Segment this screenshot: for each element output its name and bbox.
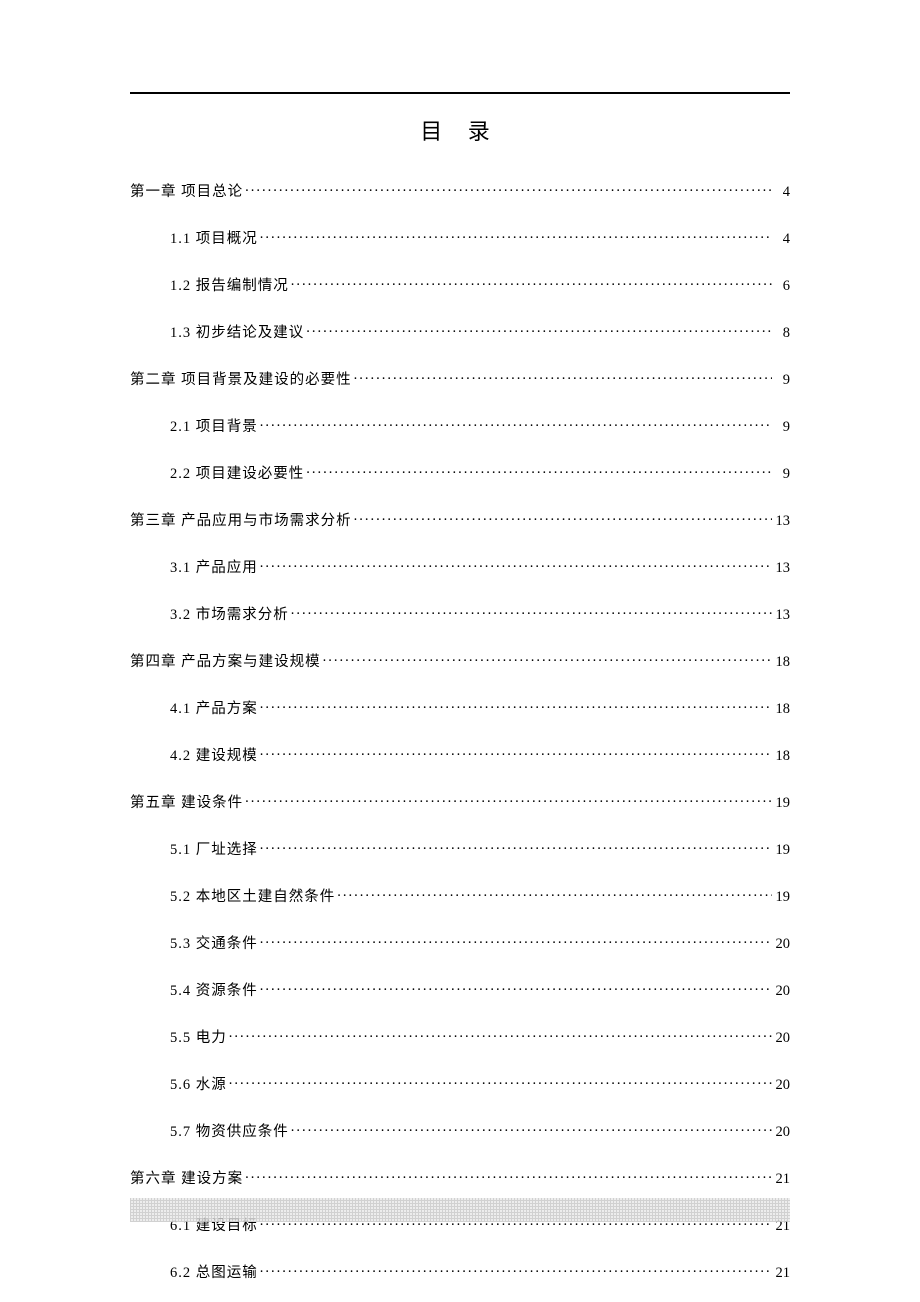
toc-leader-dots — [260, 229, 772, 244]
toc-entry-label: 5.7 物资供应条件 — [170, 1120, 289, 1141]
toc-entry-page: 19 — [774, 889, 790, 906]
toc-entry-page: 13 — [774, 607, 790, 624]
toc-row: 第二章 项目背景及建设的必要性 9 — [130, 368, 790, 389]
header-rule — [130, 92, 790, 94]
toc-entry-label: 5.3 交通条件 — [170, 932, 258, 953]
toc-row: 5.5 电力 20 — [130, 1026, 790, 1047]
toc-row: 5.7 物资供应条件 20 — [130, 1120, 790, 1141]
toc-row: 4.1 产品方案 18 — [130, 697, 790, 718]
toc-leader-dots — [229, 1028, 772, 1043]
toc-entry-page: 13 — [774, 513, 790, 530]
toc-leader-dots — [260, 417, 772, 432]
toc-entry-page: 20 — [774, 1124, 790, 1141]
toc-entry-label: 3.2 市场需求分析 — [170, 603, 289, 624]
toc-entry-label: 第二章 项目背景及建设的必要性 — [130, 368, 352, 389]
toc-row: 第一章 项目总论 4 — [130, 180, 790, 201]
toc-row: 5.3 交通条件 20 — [130, 932, 790, 953]
toc-entry-page: 18 — [774, 748, 790, 765]
toc-entry-label: 3.1 产品应用 — [170, 556, 258, 577]
toc-leader-dots — [291, 1122, 772, 1137]
toc-row: 1.1 项目概况 4 — [130, 227, 790, 248]
toc-entry-page: 19 — [774, 795, 790, 812]
toc-leader-dots — [354, 370, 772, 385]
toc-entry-label: 5.6 水源 — [170, 1073, 227, 1094]
toc-entry-label: 5.4 资源条件 — [170, 979, 258, 1000]
toc-entry-page: 20 — [774, 983, 790, 1000]
toc-row: 3.2 市场需求分析 13 — [130, 603, 790, 624]
toc-list: 第一章 项目总论 4 1.1 项目概况 4 1.2 报告编制情况 6 1.3 初步结论及建议… — [130, 180, 790, 1282]
toc-leader-dots — [291, 605, 772, 620]
toc-entry-label: 第五章 建设条件 — [130, 791, 243, 812]
toc-entry-label: 第四章 产品方案与建设规模 — [130, 650, 321, 671]
toc-leader-dots — [229, 1075, 772, 1090]
toc-entry-label: 第一章 项目总论 — [130, 180, 243, 201]
toc-leader-dots — [260, 840, 772, 855]
toc-entry-page: 21 — [774, 1171, 790, 1188]
toc-leader-dots — [245, 1169, 772, 1184]
toc-leader-dots — [291, 276, 772, 291]
toc-entry-page: 9 — [774, 466, 790, 483]
toc-entry-label: 第六章 建设方案 — [130, 1167, 243, 1188]
toc-entry-page: 20 — [774, 1030, 790, 1047]
toc-row: 1.3 初步结论及建议 8 — [130, 321, 790, 342]
toc-leader-dots — [337, 887, 772, 902]
toc-title: 目 录 — [130, 114, 790, 146]
toc-leader-dots — [260, 981, 772, 996]
toc-leader-dots — [306, 323, 772, 338]
toc-row: 6.2 总图运输 21 — [130, 1261, 790, 1282]
toc-entry-label: 5.1 厂址选择 — [170, 838, 258, 859]
toc-entry-label: 5.2 本地区土建自然条件 — [170, 885, 335, 906]
toc-row: 第三章 产品应用与市场需求分析 13 — [130, 509, 790, 530]
toc-entry-page: 6 — [774, 278, 790, 295]
toc-row: 5.4 资源条件 20 — [130, 979, 790, 1000]
toc-entry-page: 20 — [774, 1077, 790, 1094]
toc-leader-dots — [245, 182, 772, 197]
toc-row: 2.1 项目背景 9 — [130, 415, 790, 436]
toc-entry-page: 13 — [774, 560, 790, 577]
toc-entry-page: 18 — [774, 654, 790, 671]
toc-entry-page: 18 — [774, 701, 790, 718]
toc-entry-page: 20 — [774, 936, 790, 953]
toc-entry-label: 1.1 项目概况 — [170, 227, 258, 248]
toc-row: 4.2 建设规模 18 — [130, 744, 790, 765]
toc-leader-dots — [260, 746, 772, 761]
toc-leader-dots — [260, 558, 772, 573]
toc-leader-dots — [260, 934, 772, 949]
toc-entry-label: 1.2 报告编制情况 — [170, 274, 289, 295]
toc-entry-label: 4.2 建设规模 — [170, 744, 258, 765]
toc-entry-label: 5.5 电力 — [170, 1026, 227, 1047]
document-page: 目 录 第一章 项目总论 4 1.1 项目概况 4 1.2 报告编制情况 6 1.3 初步结… — [0, 0, 920, 1302]
toc-leader-dots — [306, 464, 772, 479]
toc-row: 1.2 报告编制情况 6 — [130, 274, 790, 295]
toc-entry-page: 4 — [774, 184, 790, 201]
toc-row: 5.1 厂址选择 19 — [130, 838, 790, 859]
toc-leader-dots — [260, 699, 772, 714]
toc-entry-label: 6.2 总图运输 — [170, 1261, 258, 1282]
toc-row: 第六章 建设方案 21 — [130, 1167, 790, 1188]
toc-row: 5.2 本地区土建自然条件 19 — [130, 885, 790, 906]
toc-row: 第四章 产品方案与建设规模 18 — [130, 650, 790, 671]
toc-row: 第五章 建设条件 19 — [130, 791, 790, 812]
toc-entry-label: 2.1 项目背景 — [170, 415, 258, 436]
footer-decorative-band — [130, 1198, 790, 1222]
toc-row: 2.2 项目建设必要性 9 — [130, 462, 790, 483]
toc-entry-page: 19 — [774, 842, 790, 859]
toc-leader-dots — [260, 1263, 772, 1278]
toc-entry-page: 9 — [774, 419, 790, 436]
toc-entry-page: 9 — [774, 372, 790, 389]
toc-leader-dots — [354, 511, 772, 526]
toc-leader-dots — [323, 652, 772, 667]
toc-entry-label: 1.3 初步结论及建议 — [170, 321, 304, 342]
toc-entry-label: 2.2 项目建设必要性 — [170, 462, 304, 483]
toc-leader-dots — [245, 793, 772, 808]
toc-entry-label: 4.1 产品方案 — [170, 697, 258, 718]
toc-entry-page: 21 — [774, 1265, 790, 1282]
toc-entry-page: 8 — [774, 325, 790, 342]
toc-row: 5.6 水源 20 — [130, 1073, 790, 1094]
toc-entry-page: 4 — [774, 231, 790, 248]
toc-entry-label: 第三章 产品应用与市场需求分析 — [130, 509, 352, 530]
toc-row: 3.1 产品应用 13 — [130, 556, 790, 577]
